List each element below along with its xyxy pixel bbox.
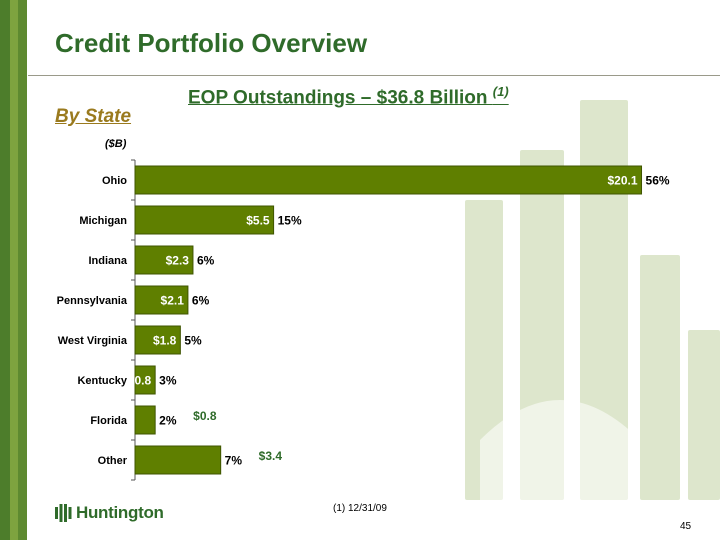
category-label: West Virginia: [58, 335, 128, 347]
logo-text: Huntington: [76, 503, 164, 522]
bar: [134, 245, 194, 275]
bar: [134, 205, 275, 235]
bar: [134, 405, 156, 435]
category-label: Kentucky: [77, 375, 127, 387]
percent-label: 56%: [646, 174, 670, 188]
stripe-light: [10, 0, 18, 540]
stripe-mid: [18, 0, 27, 540]
category-label: Other: [98, 455, 128, 467]
value-label: $3.4: [259, 449, 283, 463]
page-title: Credit Portfolio Overview: [55, 28, 368, 58]
category-label: Indiana: [88, 255, 127, 267]
title-divider: [28, 75, 720, 76]
percent-label: 7%: [225, 454, 243, 468]
bar: [134, 285, 189, 315]
percent-label: 6%: [197, 254, 215, 268]
category-label: Ohio: [102, 175, 127, 187]
page-number: 45: [680, 521, 692, 532]
bar: [134, 165, 643, 195]
value-label: $20.1: [607, 174, 637, 188]
value-label: $0.8: [193, 409, 217, 423]
category-label: Pennsylvania: [57, 295, 128, 307]
category-label: Florida: [90, 415, 128, 427]
value-label: $5.5: [246, 214, 270, 228]
logo-mark-icon: [55, 504, 72, 522]
value-label: $2.3: [166, 254, 190, 268]
value-label: $0.8: [128, 374, 152, 388]
percent-label: 2%: [159, 414, 177, 428]
unit-label: ($B): [105, 138, 127, 150]
percent-label: 15%: [278, 214, 302, 228]
value-label: $2.1: [161, 294, 185, 308]
bar: [134, 365, 156, 395]
percent-label: 5%: [184, 334, 202, 348]
stripe-dark: [0, 0, 10, 540]
huntington-logo: Huntington: [55, 503, 164, 523]
percent-label: 3%: [159, 374, 177, 388]
subtitle-text: EOP Outstandings – $36.8 Billion: [188, 87, 493, 109]
footnote: (1) 12/31/09: [333, 503, 387, 514]
subtitle-footnote-ref: (1): [492, 84, 509, 99]
value-label: $1.8: [153, 334, 177, 348]
bar: [134, 325, 181, 355]
bar: [134, 445, 222, 475]
chart-subtitle: EOP Outstandings – $36.8 Billion (1): [188, 84, 509, 109]
percent-label: 6%: [192, 294, 210, 308]
section-heading: By State: [55, 106, 132, 127]
category-label: Michigan: [79, 215, 127, 227]
